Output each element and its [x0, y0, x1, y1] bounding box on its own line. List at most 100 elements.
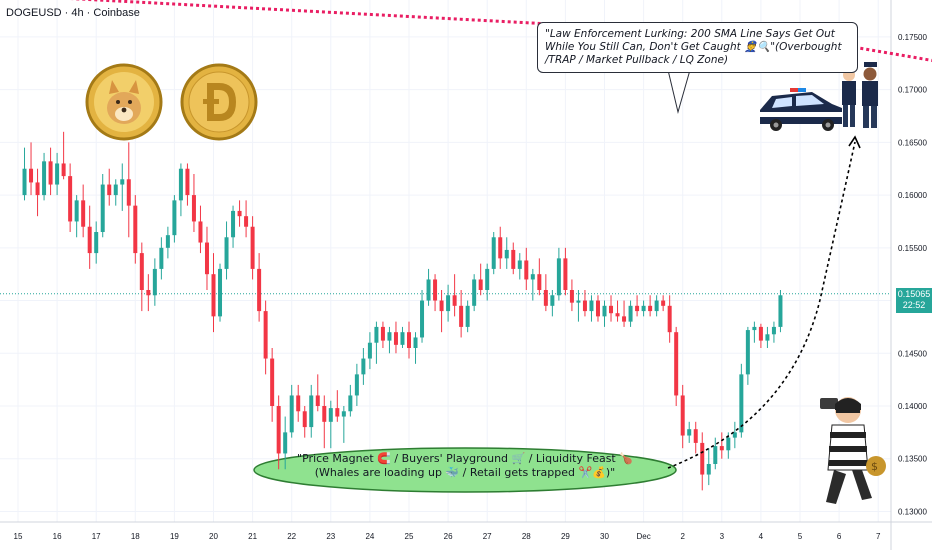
time-tick-label: 6: [837, 532, 842, 541]
candle-body: [387, 332, 392, 341]
candle-body: [341, 411, 346, 417]
dogecoin-logo-icon: [180, 63, 258, 141]
liquidity-zone-ellipse: [253, 447, 677, 493]
candle-body: [413, 337, 418, 348]
candle-body: [622, 316, 627, 322]
time-tick-label: 29: [561, 532, 570, 541]
candle-body: [191, 195, 196, 222]
candle-body: [595, 300, 600, 317]
candle-body: [556, 258, 561, 296]
candle-body: [693, 429, 698, 443]
candles-group: [22, 131, 783, 491]
candle-body: [582, 300, 587, 312]
time-tick-label: 27: [483, 532, 492, 541]
candle-body: [322, 406, 327, 422]
candle-body: [107, 184, 112, 196]
candle-body: [719, 446, 724, 451]
candle-body: [257, 268, 262, 312]
candle-body: [524, 260, 529, 280]
current-price-tag: 0.15065 22:52: [896, 288, 932, 313]
candle-body: [152, 268, 157, 296]
candle-body: [511, 249, 516, 269]
projection-arrow-path: [667, 141, 856, 469]
candle-body: [726, 437, 731, 451]
doge-coin-icon: [85, 63, 163, 141]
candle-body: [74, 200, 79, 222]
price-tick-label: 0.16000: [898, 191, 927, 200]
candle-body: [635, 305, 640, 312]
candle-body: [504, 249, 509, 259]
candle-body: [550, 295, 555, 306]
candle-body: [289, 395, 294, 433]
price-tick-label: 0.17500: [898, 33, 927, 42]
time-tick-label: 4: [759, 532, 764, 541]
candle-body: [765, 334, 770, 341]
candle-body: [309, 395, 314, 428]
candle-body: [87, 226, 92, 254]
candle-body: [218, 268, 223, 317]
candle-body: [126, 179, 131, 206]
candle-body: [459, 305, 464, 327]
time-tick-label: 26: [444, 532, 453, 541]
candle-body: [485, 268, 490, 290]
candle-body: [648, 305, 653, 312]
candle-body: [48, 161, 53, 185]
time-tick-label: 25: [405, 532, 414, 541]
price-tick-label: 0.17000: [898, 86, 927, 95]
time-tick-label: 2: [680, 532, 685, 541]
liquidity-zone-line-2: (Whales are loading up 🐳 / Retail gets t…: [314, 466, 616, 479]
candle-body: [263, 311, 268, 359]
time-axis[interactable]: 15 16 17 18 19 20 21 22 23 24 25 26 27 28 29 30 Dec 2 3 4 5 6…: [14, 532, 881, 541]
candle-body: [146, 290, 151, 296]
candle-body: [771, 326, 776, 335]
candle-body: [576, 300, 581, 303]
candle-body: [204, 242, 209, 275]
candle-body: [393, 332, 398, 345]
candle-body: [61, 163, 66, 177]
thief-icon: $: [820, 397, 886, 504]
time-tick-label: 18: [131, 532, 140, 541]
candle-body: [172, 200, 177, 236]
time-tick-label: 3: [720, 532, 725, 541]
candle-body: [94, 232, 99, 254]
candle-body: [178, 168, 183, 201]
candle-body: [674, 332, 679, 396]
candle-body: [439, 300, 444, 312]
sma-200-line: [69, 0, 932, 62]
candle-body: [296, 395, 301, 412]
candle-body: [739, 374, 744, 433]
chart-title: DOGEUSD · 4h · Coinbase: [6, 7, 140, 19]
candle-body: [420, 300, 425, 338]
candle-body: [315, 395, 320, 406]
candle-body: [361, 358, 366, 375]
candle-body: [465, 305, 470, 327]
candle-body: [159, 247, 164, 269]
candle-body: [367, 342, 372, 359]
candle-body: [498, 237, 503, 259]
candle-body: [433, 279, 438, 301]
candle-body: [778, 295, 783, 327]
candle-body: [543, 290, 548, 306]
price-tick-label: 0.13500: [898, 455, 927, 464]
time-tick-label: 30: [600, 532, 609, 541]
candle-body: [758, 326, 763, 341]
candle-body: [302, 411, 307, 428]
time-tick-label: 21: [248, 532, 257, 541]
time-tick-label: 23: [326, 532, 335, 541]
candle-body: [354, 374, 359, 396]
bubble-pointer: [667, 69, 691, 114]
price-axis[interactable]: 0.175000.170000.165000.160000.155000.150…: [898, 33, 927, 517]
candle-body: [165, 235, 170, 248]
liquidity-zone-line-1: "Price Magnet 🧲 / Buyers' Playground 🛒 /…: [297, 452, 633, 465]
candle-body: [244, 216, 249, 227]
current-price-value: 0.15065: [897, 289, 931, 299]
candle-body: [687, 429, 692, 436]
candle-body: [752, 326, 757, 331]
candle-body: [133, 205, 138, 254]
candle-body: [276, 406, 281, 454]
candle-body: [270, 358, 275, 406]
time-tick-label: 28: [522, 532, 531, 541]
candle-body: [426, 279, 431, 301]
candle-body: [185, 168, 190, 196]
